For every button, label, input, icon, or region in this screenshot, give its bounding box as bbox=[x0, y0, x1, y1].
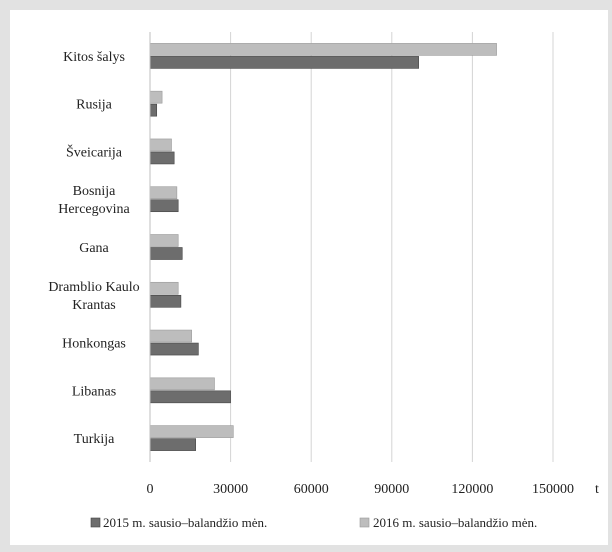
bar-2016 bbox=[149, 234, 179, 247]
bar-2015 bbox=[149, 390, 231, 404]
x-axis-unit: t bbox=[595, 482, 599, 497]
category-label: Honkongas bbox=[62, 337, 126, 352]
x-tick-label: 120000 bbox=[451, 482, 493, 497]
x-tick-label: 60000 bbox=[294, 482, 329, 497]
category-label: Šveicarija bbox=[66, 143, 123, 160]
bar-2015 bbox=[149, 438, 196, 451]
x-tick-label: 150000 bbox=[532, 482, 574, 497]
bar-2015 bbox=[149, 151, 175, 165]
bar-2016 bbox=[149, 425, 234, 438]
category-label: Bosnija bbox=[73, 184, 117, 199]
category-label: Turkija bbox=[74, 432, 116, 447]
bar-2016 bbox=[149, 281, 179, 295]
x-tick-label: 90000 bbox=[374, 482, 409, 497]
category-label: Krantas bbox=[72, 298, 116, 313]
bar-2016 bbox=[149, 90, 163, 104]
chart-panel bbox=[10, 10, 608, 545]
bar-2015 bbox=[149, 56, 419, 69]
bar-2015 bbox=[149, 294, 182, 308]
bar-2016 bbox=[149, 186, 178, 200]
bar-2016 bbox=[149, 43, 497, 56]
legend-label-2015: 2015 m. sausio–balandžio mėn. bbox=[103, 515, 267, 530]
bar-2015 bbox=[149, 199, 179, 213]
category-label: Rusija bbox=[76, 98, 113, 113]
bar-2015 bbox=[149, 342, 199, 356]
bar-2016 bbox=[149, 377, 215, 391]
category-label: Libanas bbox=[72, 384, 116, 399]
legend-swatch-2016 bbox=[359, 517, 370, 528]
legend-swatch-2015 bbox=[90, 517, 101, 528]
category-label: Gana bbox=[79, 241, 109, 256]
bar-2015 bbox=[149, 103, 158, 117]
category-label: Hercegovina bbox=[58, 202, 130, 217]
x-tick-label: 0 bbox=[147, 482, 154, 497]
legend-label-2016: 2016 m. sausio–balandžio mėn. bbox=[373, 515, 537, 530]
category-label: Dramblio Kaulo bbox=[48, 280, 139, 295]
bar-2016 bbox=[149, 329, 192, 343]
category-label: Kitos šalys bbox=[63, 50, 125, 65]
x-tick-label: 30000 bbox=[213, 482, 248, 497]
bar-2016 bbox=[149, 138, 172, 152]
bar-2015 bbox=[149, 247, 183, 260]
